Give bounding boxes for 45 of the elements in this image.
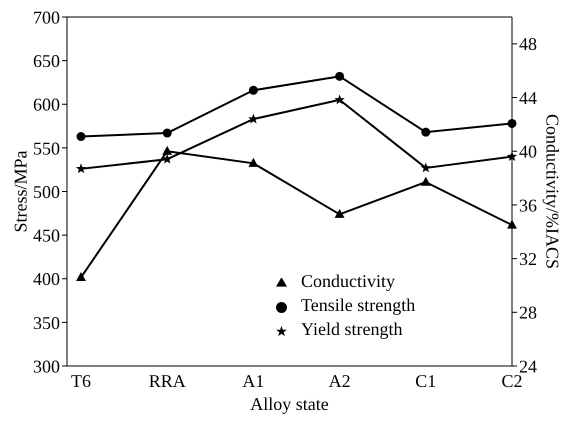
y-tick-label: 300 xyxy=(33,356,60,376)
point xyxy=(506,151,518,161)
x-tick-label: T6 xyxy=(71,370,91,391)
point xyxy=(162,128,172,138)
point xyxy=(76,272,86,282)
point xyxy=(507,220,517,229)
point xyxy=(76,163,86,174)
y2-axis-title: Conductivity/%IACS xyxy=(542,114,563,270)
y2-tick-label: 24 xyxy=(519,356,537,376)
x-axis-title: Alloy state xyxy=(250,394,329,414)
y-tick-label: 600 xyxy=(33,94,60,115)
legend-label: Tensile strength xyxy=(301,295,416,315)
y-tick-label: 450 xyxy=(33,226,60,246)
point xyxy=(421,128,430,137)
y2-tick-label: 48 xyxy=(519,34,537,54)
point xyxy=(335,72,344,81)
y-axis-title: Stress/MPa xyxy=(10,150,30,233)
legend-label: Yield strength xyxy=(301,319,402,339)
point xyxy=(248,86,258,95)
point xyxy=(162,154,172,164)
x-tick-label: A2 xyxy=(328,370,351,391)
point xyxy=(334,208,345,218)
point xyxy=(248,158,258,167)
x-tick-label: C1 xyxy=(415,370,436,391)
point xyxy=(508,118,516,128)
y-tick-label: 350 xyxy=(33,312,60,333)
y2-tick-label: 40 xyxy=(519,142,537,162)
x-tick-label: A1 xyxy=(242,370,264,391)
y-tick-label: 400 xyxy=(33,269,60,290)
y2-tick-label: 44 xyxy=(519,88,537,108)
point xyxy=(420,162,431,172)
legend-label: Conductivity xyxy=(301,271,395,291)
point xyxy=(420,176,431,186)
y-tick-label: 500 xyxy=(33,182,60,202)
point xyxy=(334,94,345,104)
point xyxy=(76,132,86,142)
y-tick-label: 550 xyxy=(33,138,60,158)
x-tick-label: RRA xyxy=(148,370,186,391)
y2-tick-label: 32 xyxy=(519,249,537,270)
point xyxy=(162,146,172,155)
y-tick-label: 650 xyxy=(33,51,60,72)
y2-tick-label: 36 xyxy=(519,195,537,216)
point xyxy=(248,114,259,124)
y-tick-label: 700 xyxy=(33,7,60,28)
y2-tick-label: 28 xyxy=(519,302,537,323)
